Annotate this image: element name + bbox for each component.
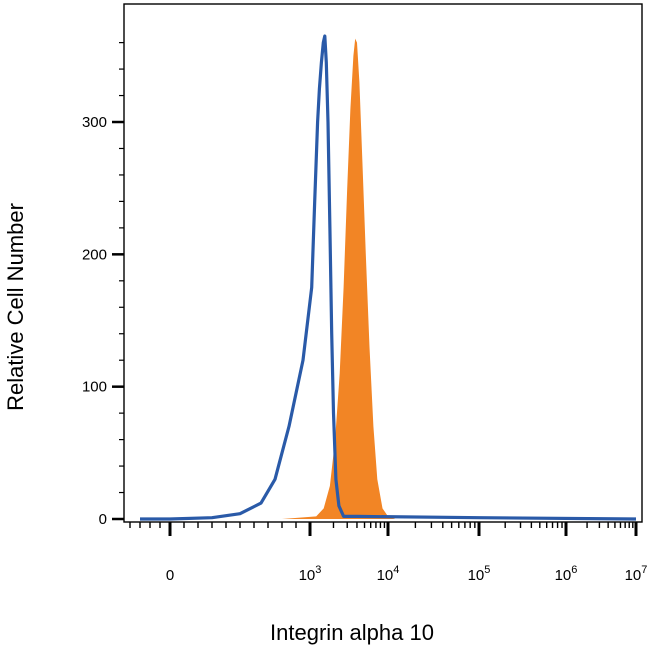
y-tick-label: 100: [82, 379, 107, 396]
y-tick-label: 300: [82, 114, 107, 131]
stained-histogram-fill: [282, 38, 396, 519]
y-tick-label: 200: [82, 246, 107, 263]
x-tick-label: 104: [377, 564, 400, 584]
x-axis-title: Integrin alpha 10: [270, 620, 434, 645]
series-layer: [140, 34, 637, 521]
y-axis-title: Relative Cell Number: [3, 203, 28, 411]
x-tick-label: 0: [166, 567, 174, 584]
x-tick-label: 105: [468, 564, 491, 584]
control-histogram-line: [140, 34, 637, 521]
plot-frame: [123, 3, 643, 523]
x-axis: 0 103 104 105 106 107: [129, 522, 648, 584]
y-tick-label: 0: [99, 511, 107, 528]
y-axis: 0 100 200 300: [82, 42, 124, 528]
x-tick-label: 103: [299, 564, 322, 584]
x-tick-label: 107: [625, 564, 648, 584]
x-tick-label: 106: [555, 564, 578, 584]
